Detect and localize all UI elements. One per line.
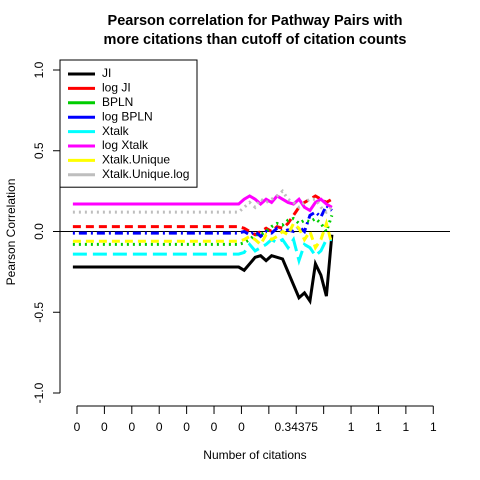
x-tick-label: 0 (74, 420, 81, 434)
legend-box (59, 59, 198, 188)
legend-label: log BPLN (102, 109, 153, 123)
y-tick-label: -0.5 (32, 302, 46, 323)
legend-label: Xtalk (102, 124, 130, 138)
x-tick-label: 1 (430, 420, 437, 434)
series-line (72, 218, 334, 251)
series-line (72, 214, 334, 246)
series-line (72, 188, 333, 215)
legend-label: log Xtalk (102, 138, 149, 152)
series-line (72, 235, 332, 266)
x-tick-label: 0 (238, 420, 245, 434)
x-tick-label: 1 (348, 420, 355, 434)
x-tick-label: 0 (183, 420, 190, 434)
series-line (72, 194, 333, 213)
y-tick-label: -1.0 (32, 382, 46, 403)
legend-label: Xtalk.Unique.log (102, 167, 189, 181)
x-tick-label: 0 (211, 420, 218, 434)
x-tick-label: 0 (156, 420, 163, 434)
legend-label: JI (102, 66, 111, 80)
y-tick-label: 0.5 (32, 142, 46, 159)
x-tick-label: 1 (375, 420, 382, 434)
series-line (72, 194, 333, 237)
y-tick-label: 0.0 (32, 223, 46, 240)
legend-label: log JI (102, 81, 131, 95)
legend-label: BPLN (102, 95, 133, 109)
series-line (72, 234, 334, 305)
chart-title: more citations than cutoff of citation c… (104, 32, 407, 48)
x-tick-label: 0 (128, 420, 135, 434)
y-axis-label: Pearson Correlation (4, 179, 18, 286)
legend-label: Xtalk.Unique (102, 153, 170, 167)
y-tick-label: 1.0 (32, 61, 46, 78)
x-tick-label: 0.34375 (275, 420, 319, 434)
chart-title: Pearson correlation for Pathway Pairs wi… (108, 13, 403, 29)
x-tick-label: 1 (403, 420, 410, 434)
x-axis-label: Number of citations (203, 448, 306, 462)
x-tick-label: 0 (101, 420, 108, 434)
